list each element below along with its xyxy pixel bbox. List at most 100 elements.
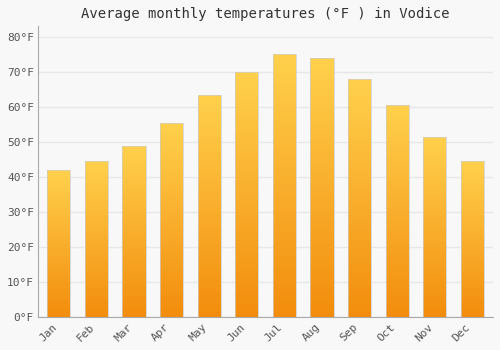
Bar [122,174,146,176]
Bar [84,316,108,317]
Bar [386,166,409,169]
Bar [160,147,183,149]
Bar [84,261,108,263]
Bar [348,296,371,300]
Bar [160,223,183,225]
Bar [47,181,70,183]
Bar [198,273,221,276]
Bar [460,304,484,306]
Bar [84,179,108,181]
Bar [160,186,183,189]
Bar [235,179,258,182]
Bar [198,203,221,206]
Bar [84,263,108,265]
Bar [198,98,221,100]
Bar [198,106,221,108]
Bar [84,173,108,175]
Bar [122,264,146,266]
Bar [198,201,221,203]
Bar [272,64,296,68]
Bar [423,187,446,189]
Bar [84,220,108,222]
Bar [235,250,258,253]
Bar [272,235,296,239]
Bar [310,149,334,152]
Bar [47,281,70,282]
Bar [348,285,371,288]
Bar [310,74,334,77]
Bar [272,239,296,242]
Bar [272,252,296,255]
Bar [235,229,258,232]
Bar [160,274,183,276]
Bar [348,166,371,168]
Bar [160,159,183,162]
Bar [198,223,221,226]
Bar [386,137,409,140]
Bar [198,206,221,209]
Bar [160,164,183,167]
Bar [423,229,446,232]
Bar [386,288,409,291]
Bar [84,183,108,185]
Bar [348,225,371,228]
Bar [460,316,484,317]
Bar [122,178,146,180]
Bar [122,161,146,163]
Bar [47,255,70,257]
Bar [272,294,296,298]
Bar [423,297,446,300]
Bar [235,265,258,268]
Bar [160,189,183,191]
Bar [122,238,146,240]
Bar [47,310,70,312]
Bar [310,272,334,275]
Bar [235,87,258,90]
Bar [122,294,146,296]
Bar [122,270,146,272]
Bar [198,122,221,125]
Bar [122,315,146,317]
Bar [386,163,409,166]
Bar [272,281,296,285]
Bar [198,312,221,315]
Bar [198,111,221,114]
Bar [348,109,371,112]
Bar [84,290,108,292]
Bar [47,244,70,246]
Bar [272,216,296,219]
Bar [460,312,484,314]
Bar [47,194,70,196]
Bar [423,146,446,148]
Bar [47,185,70,187]
Bar [235,146,258,149]
Bar [386,222,409,225]
Bar [386,177,409,180]
Bar [386,296,409,299]
Bar [47,207,70,209]
Bar [272,166,296,169]
Bar [122,156,146,159]
Bar [47,218,70,220]
Bar [460,169,484,171]
Bar [348,234,371,237]
Bar [122,309,146,311]
Bar [84,288,108,290]
Bar [348,174,371,177]
Bar [310,201,334,204]
Bar [310,58,334,61]
Bar [122,159,146,161]
Bar [235,274,258,278]
Bar [235,161,258,164]
Bar [310,133,334,136]
Bar [348,273,371,276]
Bar [423,137,446,317]
Bar [122,212,146,214]
Bar [460,232,484,233]
Bar [84,273,108,274]
Bar [235,225,258,229]
Bar [460,167,484,169]
Bar [348,228,371,231]
Bar [122,217,146,219]
Bar [235,72,258,317]
